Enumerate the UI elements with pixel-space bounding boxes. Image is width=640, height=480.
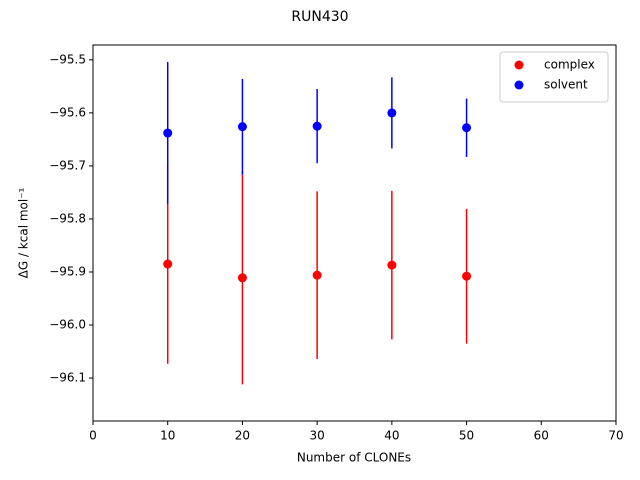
x-tick-label: 30 <box>310 429 325 443</box>
x-tick-label: 10 <box>160 429 175 443</box>
chart-title: RUN430 <box>291 9 348 25</box>
y-tick-label: −96.0 <box>49 318 86 332</box>
point <box>312 121 322 131</box>
plot-frame <box>92 44 617 422</box>
y-tick-label: −95.5 <box>49 52 86 66</box>
y-tick-label: −96.1 <box>49 371 86 385</box>
x-tick-label: 60 <box>534 429 549 443</box>
legend-label: solvent <box>544 78 588 92</box>
x-tick-label: 0 <box>89 429 97 443</box>
point <box>462 271 472 281</box>
legend-marker <box>514 60 524 70</box>
y-tick-label: −95.9 <box>49 264 86 278</box>
x-tick-label: 50 <box>459 429 474 443</box>
point <box>237 122 247 132</box>
legend-box <box>499 51 609 103</box>
point <box>312 270 322 280</box>
legend-label: complex <box>544 58 595 72</box>
x-tick-label: 40 <box>384 429 399 443</box>
y-tick-label: −95.7 <box>49 158 86 172</box>
y-tick-label: −95.8 <box>49 211 86 225</box>
y-axis-label: ΔG / kcal mol⁻¹ <box>17 187 31 278</box>
y-tick-label: −95.6 <box>49 105 86 119</box>
x-tick-label: 20 <box>235 429 250 443</box>
point <box>387 108 397 118</box>
legend-marker <box>514 80 524 90</box>
point <box>462 123 472 133</box>
point <box>163 259 173 269</box>
point <box>163 128 173 138</box>
x-tick-label: 70 <box>608 429 623 443</box>
point <box>237 273 247 283</box>
point <box>387 260 397 270</box>
x-axis-label: Number of CLONEs <box>297 451 411 465</box>
